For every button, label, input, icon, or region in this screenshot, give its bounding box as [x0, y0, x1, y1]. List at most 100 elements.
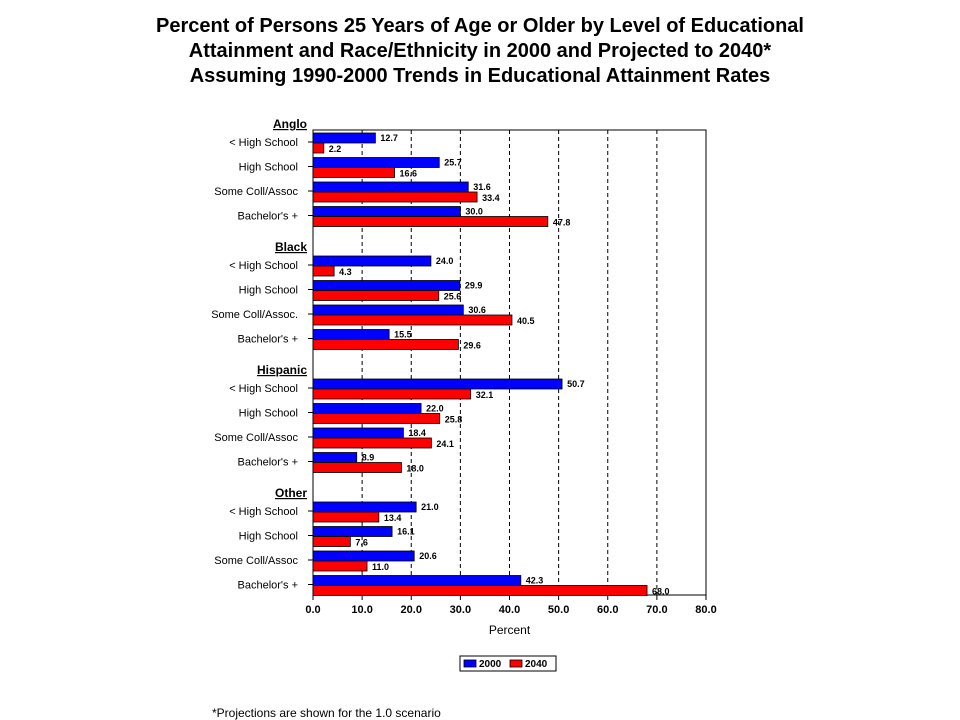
- category-label: < High School: [229, 260, 298, 272]
- data-label-2040: 16.6: [400, 169, 418, 179]
- bar-2040: [312, 142, 325, 154]
- category-label: Some Coll/Assoc: [214, 186, 298, 198]
- x-tick-label: 50.0: [548, 604, 569, 616]
- data-label-2040: 25.8: [445, 415, 463, 425]
- legend-swatch-2000: [463, 659, 477, 668]
- data-label-2000: 18.4: [408, 428, 426, 438]
- bar-2000: [312, 403, 422, 414]
- data-label-2000: 21.0: [421, 502, 439, 512]
- x-tick-label: 40.0: [499, 604, 520, 616]
- data-label-2040: 40.5: [517, 316, 535, 326]
- x-tick-label: 80.0: [695, 604, 716, 616]
- bar-2000: [312, 157, 440, 168]
- bar-2040: [312, 314, 513, 326]
- bar-2000: [312, 378, 563, 390]
- bar-2040: [312, 265, 335, 277]
- category-label: High School: [239, 285, 298, 297]
- data-label-2000: 29.9: [465, 281, 483, 291]
- bar-2000: [312, 452, 358, 463]
- bar-2040: [312, 191, 478, 203]
- legend-label-2040: 2040: [525, 659, 548, 670]
- data-label-2040: 68.0: [652, 587, 670, 597]
- x-tick-label: 0.0: [305, 604, 320, 616]
- bar-2000: [312, 329, 390, 340]
- chart-title-line-3: Assuming 1990-2000 Trends in Educational…: [189, 65, 771, 87]
- bar-2040: [312, 585, 648, 596]
- legend-label-2000: 2000: [479, 659, 502, 670]
- data-label-2000: 24.0: [436, 256, 454, 266]
- bar-2000: [312, 304, 464, 316]
- data-label-2000: 42.3: [526, 576, 544, 586]
- chart-title-line-1: Percent of Persons 25 Years of Age or Ol…: [156, 15, 804, 37]
- bar-2000: [312, 526, 393, 537]
- chart-title-line-2: Attainment and Race/Ethnicity in 2000 an…: [188, 40, 772, 62]
- data-label-2000: 25.7: [444, 158, 462, 168]
- category-label: < High School: [229, 383, 298, 395]
- bar-2000: [312, 280, 461, 291]
- category-label: Bachelor's +: [238, 211, 299, 223]
- category-label: Some Coll/Assoc.: [211, 309, 298, 321]
- x-tick-label: 10.0: [351, 604, 372, 616]
- data-label-2000: 30.6: [468, 305, 486, 315]
- data-label-2040: 18.0: [406, 464, 424, 474]
- legend-swatch-2040: [509, 659, 523, 668]
- data-label-2000: 31.6: [473, 182, 491, 192]
- data-label-2040: 13.4: [384, 513, 402, 523]
- data-label-2040: 11.0: [372, 562, 389, 572]
- data-label-2000: 20.6: [419, 551, 437, 561]
- chart-title: Percent of Persons 25 Years of Age or Ol…: [0, 14, 960, 89]
- category-label: < High School: [229, 137, 298, 149]
- group-label: Other: [275, 486, 307, 500]
- category-label: High School: [239, 408, 298, 420]
- data-label-2040: 7.6: [355, 538, 368, 548]
- category-label: Bachelor's +: [238, 580, 299, 592]
- bar-2000: [312, 575, 522, 586]
- x-tick-label: 70.0: [646, 604, 667, 616]
- data-label-2000: 22.0: [426, 404, 444, 414]
- category-label: Bachelor's +: [238, 334, 299, 346]
- bar-2000: [312, 206, 461, 217]
- category-label: < High School: [229, 506, 298, 518]
- bar-2040: [312, 388, 472, 400]
- data-label-2040: 47.8: [553, 218, 571, 228]
- data-label-2000: 30.0: [465, 207, 483, 217]
- footnote: *Projections are shown for the 1.0 scena…: [212, 706, 441, 720]
- data-label-2000: 8.9: [362, 453, 375, 463]
- bar-2000: [312, 501, 417, 513]
- bar-2040: [312, 167, 395, 178]
- group-label: Black: [275, 240, 307, 254]
- data-label-2000: 50.7: [567, 379, 585, 389]
- data-label-2040: 24.1: [436, 439, 454, 449]
- data-label-2000: 15.5: [394, 330, 412, 340]
- category-label: Some Coll/Assoc: [214, 555, 298, 567]
- data-label-2000: 16.1: [397, 527, 415, 537]
- bar-2040: [312, 462, 402, 473]
- bar-2040: [312, 339, 459, 350]
- group-label: Hispanic: [257, 363, 307, 377]
- data-label-2000: 12.7: [380, 133, 398, 143]
- bar-2040: [312, 216, 549, 227]
- bar-2000: [312, 550, 415, 562]
- x-axis-label: Percent: [489, 623, 531, 637]
- group-label: Anglo: [273, 117, 307, 131]
- data-label-2040: 4.3: [339, 267, 352, 277]
- bar-2040: [312, 536, 351, 547]
- data-label-2040: 2.2: [329, 144, 342, 154]
- bar-2000: [312, 255, 432, 267]
- data-label-2040: 29.6: [463, 341, 481, 351]
- category-label: Some Coll/Assoc: [214, 432, 298, 444]
- x-tick-label: 30.0: [450, 604, 471, 616]
- category-label: High School: [239, 162, 298, 174]
- x-tick-label: 20.0: [401, 604, 422, 616]
- bar-2000: [312, 132, 376, 144]
- bar-2040: [312, 511, 380, 523]
- data-label-2040: 33.4: [482, 193, 500, 203]
- bar-2000: [312, 427, 404, 439]
- category-label: High School: [239, 531, 298, 543]
- x-tick-label: 60.0: [597, 604, 618, 616]
- bar-2040: [312, 413, 441, 424]
- legend: [459, 655, 557, 672]
- bar-2040: [312, 290, 440, 301]
- bar-2040: [312, 437, 432, 449]
